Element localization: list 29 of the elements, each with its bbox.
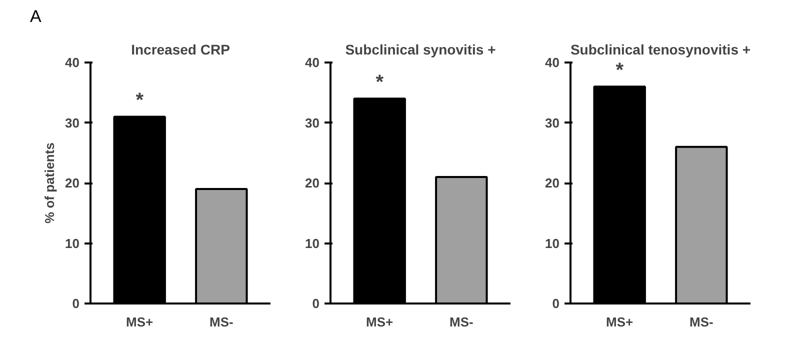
chart-title: Increased CRP (131, 42, 230, 58)
y-tick-label: 30 (65, 115, 80, 130)
y-axis-title: % of patients (42, 142, 58, 224)
y-tick-label: 30 (545, 115, 560, 130)
y-tick-label: 0 (312, 296, 320, 311)
annotation: * (136, 90, 144, 112)
y-tick-label: 20 (545, 176, 560, 190)
y-tick-label: 20 (65, 176, 80, 190)
x-tick-label: MS+ (126, 314, 154, 330)
chart-title: Subclinical synovitis + (345, 42, 496, 58)
chart-title: Subclinical tenosynovitis + (570, 42, 751, 58)
x-tick-label: MS+ (366, 314, 394, 330)
x-tick-label: MS- (689, 314, 714, 330)
annotation: * (376, 72, 384, 94)
y-tick-label: 40 (545, 55, 560, 70)
y-tick-label: 40 (305, 55, 320, 70)
annotation: * (616, 60, 624, 82)
y-tick-label: 20 (305, 176, 320, 190)
y-tick-label: 30 (305, 115, 320, 130)
x-tick-label: MS- (209, 314, 234, 330)
y-tick-label: 0 (72, 296, 80, 311)
y-tick-label: 10 (305, 236, 320, 251)
x-tick-label: MS+ (606, 314, 634, 330)
text: A (30, 6, 42, 28)
x-tick-label: MS- (449, 314, 474, 330)
y-tick-label: 0 (552, 296, 560, 311)
y-tick-label: 10 (65, 236, 80, 251)
y-tick-label: 10 (545, 236, 560, 251)
y-tick-label: 40 (65, 55, 80, 70)
